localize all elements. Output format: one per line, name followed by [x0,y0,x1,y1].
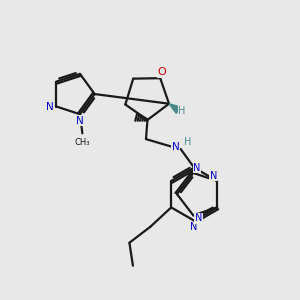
Text: N: N [172,142,179,152]
Text: N: N [46,101,54,112]
Text: N: N [193,163,200,173]
Text: N: N [76,116,84,126]
Polygon shape [169,104,181,113]
Text: O: O [157,67,166,77]
Text: H: H [178,106,186,116]
Text: N: N [210,171,217,181]
Text: N: N [195,213,202,223]
Text: CH₃: CH₃ [75,138,90,147]
Text: N: N [190,222,198,232]
Text: H: H [184,137,191,147]
